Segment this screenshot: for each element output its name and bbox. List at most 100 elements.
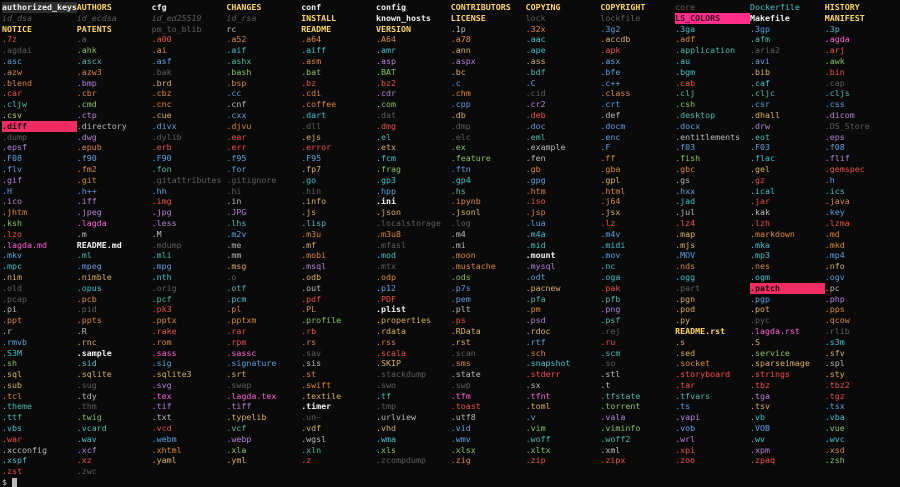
file-entry: .pfa	[525, 293, 546, 304]
file-entry: .xcf	[76, 444, 97, 455]
file-entry: .psf	[600, 315, 621, 326]
file-entry: .ashx	[226, 55, 252, 66]
file-entry: .bmp	[76, 77, 97, 88]
file-entry: id_ecdsa	[76, 12, 117, 23]
file-entry: .tbz2	[824, 379, 850, 390]
file-entry: .pptxm	[226, 315, 257, 326]
file-entry: .rnc	[76, 336, 97, 347]
file-entry: .ttf	[2, 412, 22, 423]
file-entry: .application	[675, 45, 736, 56]
file-entry: .sqlite3	[151, 369, 192, 380]
file-grid: authorized_keys AUTHORS cfg CHANGES conf conf…	[2, 2, 900, 477]
file-entry: .mpg	[151, 261, 172, 272]
file-entry: .jul	[675, 207, 696, 218]
file-entry: .vue	[824, 423, 845, 434]
file-entry: .lagda.tex	[226, 390, 277, 401]
file-entry: .pps	[824, 304, 845, 315]
file-entry: .PDF	[375, 293, 396, 304]
file-entry: .sed	[675, 347, 696, 358]
file-entry: .accdb	[600, 34, 631, 45]
file-entry: .DS_Store	[824, 120, 870, 131]
file-entry: .ini	[375, 196, 396, 207]
file-entry: .nimble	[76, 271, 112, 282]
file-entry: .a64	[301, 34, 322, 45]
file-entry: HISTORY	[824, 2, 860, 12]
file-entry: .mp3	[749, 250, 770, 261]
file-entry: .swap	[226, 379, 252, 390]
file-entry: .c	[450, 77, 461, 88]
file-entry: .asx	[600, 55, 621, 66]
file-entry: .localstorage	[375, 217, 441, 228]
file-entry: .signature	[226, 358, 277, 369]
file-entry: .iso	[525, 196, 546, 207]
file-entry: .1p	[450, 23, 466, 34]
file-entry: .cue	[151, 109, 172, 120]
file-entry: .fp7	[301, 163, 322, 174]
file-entry: .lzma	[824, 217, 850, 228]
file-entry: .bat	[301, 66, 322, 77]
file-entry: .cc	[226, 88, 242, 99]
file-entry: .mf	[301, 239, 317, 250]
file-entry: .dhall	[749, 109, 780, 120]
file-entry: .ru	[600, 336, 616, 347]
file-entry: pm_to_blib	[151, 23, 202, 34]
file-entry: .flv	[2, 163, 22, 174]
file-entry: .JPG	[226, 207, 247, 218]
file-entry: .msg	[226, 261, 247, 272]
file-entry: .feature	[450, 153, 491, 164]
file-entry: .aac	[525, 34, 546, 45]
file-entry: .r	[2, 325, 12, 336]
file-entry: .asf	[151, 55, 172, 66]
file-entry: .ai	[151, 45, 167, 56]
file-entry: .gpl	[600, 174, 621, 185]
file-entry: .F08	[2, 153, 22, 164]
file-entry: .tfm	[450, 390, 471, 401]
file-entry: .gemspec	[824, 163, 865, 174]
file-entry: .tga	[749, 390, 770, 401]
file-entry: .webp	[226, 433, 252, 444]
file-entry: core	[675, 2, 696, 12]
file-entry: .sql	[2, 369, 22, 380]
cursor[interactable]	[12, 478, 17, 487]
file-entry: .pm	[525, 304, 541, 315]
file-entry: .vbs	[2, 423, 22, 434]
file-entry: .tbz	[749, 379, 770, 390]
file-entry: .bsp	[226, 77, 247, 88]
file-entry: .rake	[151, 325, 177, 336]
file-entry: .zip	[525, 455, 546, 466]
file-entry: .tfnt	[525, 390, 551, 401]
file-entry: .a78	[450, 34, 471, 45]
file-entry: .war	[2, 433, 22, 444]
file-entry: .frag	[375, 163, 401, 174]
file-entry: .gbc	[675, 163, 696, 174]
file-entry: .swp	[450, 379, 471, 390]
file-entry: .deb	[525, 109, 546, 120]
file-entry: .wvc	[824, 433, 845, 444]
file-entry: .mpeg	[76, 261, 102, 272]
file-entry: .rb	[301, 325, 317, 336]
file-entry: .tif	[151, 401, 172, 412]
file-entry: .enc	[600, 131, 621, 142]
file-entry: .mli	[151, 250, 172, 261]
file-entry: .bfe	[600, 66, 621, 77]
file-entry: .el	[375, 131, 391, 142]
file-entry: .ods	[450, 271, 471, 282]
file-entry: .ogm	[749, 271, 770, 282]
file-entry: .pdf	[301, 293, 322, 304]
file-entry: COPYRIGHT	[600, 2, 646, 12]
file-entry: .agdai	[2, 45, 32, 56]
file-entry: .old	[2, 282, 22, 293]
file-entry: .lzo	[2, 228, 22, 239]
file-entry: .dmg	[375, 120, 396, 131]
file-entry: .twig	[76, 412, 102, 423]
file-entry: .lagda.md	[2, 239, 47, 250]
file-entry: .mov	[600, 250, 621, 261]
file-entry: .class	[600, 88, 631, 99]
file-entry: .mfasl	[375, 239, 406, 250]
file-entry: .arj	[824, 45, 845, 56]
file-entry: .part	[675, 282, 701, 293]
file-entry: .lisp	[301, 217, 327, 228]
file-entry: .xla	[226, 444, 247, 455]
file-entry: .err	[226, 142, 247, 153]
file-entry: .f95	[226, 153, 247, 164]
